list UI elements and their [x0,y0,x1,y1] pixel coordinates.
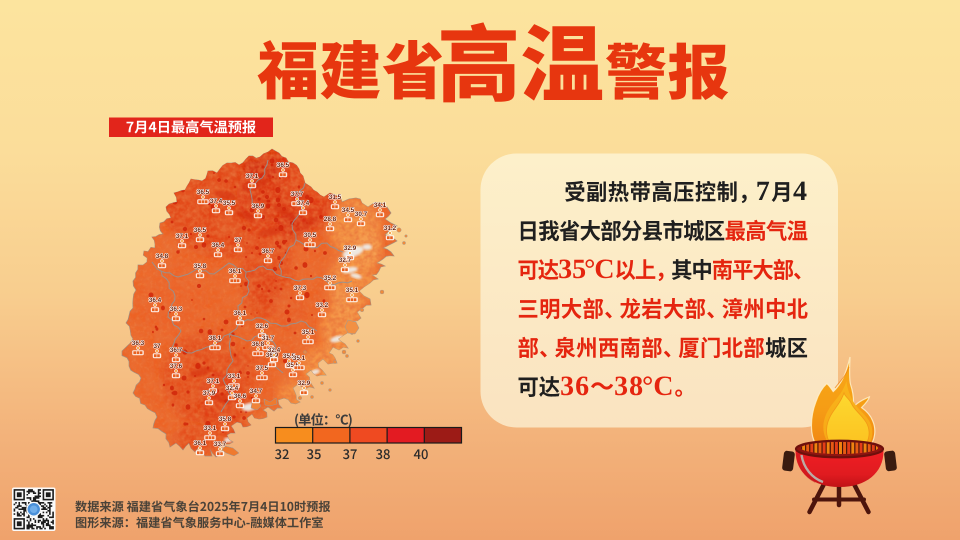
svg-text:36.5: 36.5 [277,162,290,169]
svg-text:36.4: 36.4 [212,242,225,249]
svg-text:36.9: 36.9 [252,203,265,210]
svg-text:36.1: 36.1 [229,268,242,275]
svg-text:37.4: 37.4 [297,200,310,207]
svg-text:38.1: 38.1 [209,335,222,342]
svg-text:37.1: 37.1 [207,378,220,385]
svg-text:36.5: 36.5 [194,227,207,234]
svg-text:33.2: 33.2 [316,302,329,309]
svg-text:37.1: 37.1 [246,173,259,180]
svg-text:37: 37 [153,343,161,350]
svg-text:36.5: 36.5 [197,189,210,196]
svg-text:34.7: 34.7 [250,388,263,395]
svg-text:36.8: 36.8 [252,341,265,348]
svg-text:32.9: 32.9 [298,380,311,387]
svg-text:36.1: 36.1 [234,310,247,317]
svg-text:34.8: 34.8 [156,253,169,260]
svg-text:37.9: 37.9 [203,390,216,397]
svg-text:30.5: 30.5 [304,232,317,239]
svg-text:37.1: 37.1 [176,233,189,240]
svg-text:35.6: 35.6 [287,362,300,369]
svg-text:33.1: 33.1 [204,425,217,432]
svg-text:33.1: 33.1 [228,373,241,380]
svg-text:30.7: 30.7 [355,211,368,218]
svg-text:36.7: 36.7 [170,347,183,354]
svg-text:35.1: 35.1 [293,355,306,362]
svg-text:32.9: 32.9 [344,245,357,252]
svg-text:36.3: 36.3 [132,340,145,347]
svg-text:37.7: 37.7 [291,191,304,198]
svg-text:32.4: 32.4 [268,347,281,354]
svg-text:32.6: 32.6 [256,323,269,330]
svg-text:36.7: 36.7 [262,248,275,255]
svg-text:31.2: 31.2 [384,225,397,232]
svg-text:35.1: 35.1 [302,329,315,336]
svg-text:35.8: 35.8 [194,263,207,270]
svg-text:28.8: 28.8 [324,216,337,223]
svg-text:35.1: 35.1 [346,287,359,294]
svg-text:33.7: 33.7 [214,441,227,448]
svg-text:34.5: 34.5 [342,207,355,214]
svg-text:36.9: 36.9 [266,352,279,359]
svg-text:35.5: 35.5 [223,200,236,207]
svg-text:37.6: 37.6 [170,363,183,370]
svg-text:35.5: 35.5 [283,353,296,360]
svg-text:35.2: 35.2 [324,275,337,282]
svg-text:37.5: 37.5 [256,365,269,372]
svg-text:31.7: 31.7 [262,335,275,342]
svg-text:37.4: 37.4 [210,198,223,205]
svg-text:37: 37 [234,237,242,244]
svg-text:36.4: 36.4 [149,297,162,304]
svg-text:35.8: 35.8 [219,416,232,423]
svg-text:37.3: 37.3 [294,285,307,292]
svg-text:36.3: 36.3 [170,306,183,313]
svg-text:36.6: 36.6 [234,393,247,400]
svg-text:32.4: 32.4 [226,385,239,392]
svg-text:31.5: 31.5 [329,194,342,201]
svg-text:32.7: 32.7 [339,257,352,264]
svg-text:34.1: 34.1 [374,202,387,209]
svg-text:36.1: 36.1 [194,440,207,447]
